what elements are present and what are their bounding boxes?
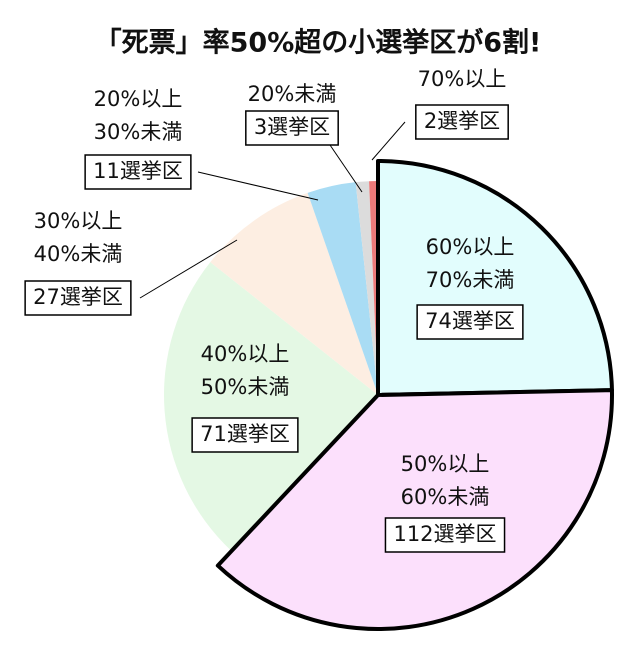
slice-label: 30%未満	[94, 120, 183, 144]
value-label: 71選挙区	[200, 422, 290, 446]
value-label-box	[24, 280, 132, 316]
pie-slice	[164, 262, 378, 551]
value-label: 3選挙区	[254, 115, 330, 139]
pie-slice	[215, 388, 614, 631]
leader-line	[139, 239, 238, 299]
slice-label: 70%未満	[426, 268, 515, 292]
pie-slice	[307, 182, 378, 395]
leader-line	[371, 121, 406, 161]
value-label: 11選挙区	[93, 159, 183, 183]
value-label-box	[384, 517, 506, 553]
slice-label: 40%未満	[34, 242, 123, 266]
value-label: 2選挙区	[424, 109, 500, 133]
slice-label: 30%以上	[34, 209, 123, 233]
leader-line	[329, 144, 363, 193]
value-label: 112選挙区	[393, 522, 496, 546]
chart-title: 「死票」率50%超の小選挙区が6割!	[95, 27, 542, 59]
pie-slice	[210, 192, 378, 395]
slice-label: 60%未満	[401, 485, 490, 509]
value-label-box	[245, 110, 339, 146]
leader-line	[197, 171, 319, 201]
value-label-box	[416, 304, 524, 340]
slice-label: 20%未満	[248, 82, 337, 106]
pie-slice	[355, 181, 378, 395]
value-label: 74選挙区	[425, 309, 515, 333]
value-label-box	[415, 104, 509, 140]
slice-label: 50%以上	[401, 452, 490, 476]
value-label-box	[191, 417, 299, 453]
slice-label: 50%未満	[201, 375, 290, 399]
value-label: 27選挙区	[33, 285, 123, 309]
slice-label: 70%以上	[418, 67, 507, 91]
slice-label: 20%以上	[94, 87, 183, 111]
value-label-box	[84, 154, 192, 190]
slice-label: 40%以上	[201, 342, 290, 366]
pie-slice	[369, 181, 378, 395]
slice-label: 60%以上	[426, 235, 515, 259]
